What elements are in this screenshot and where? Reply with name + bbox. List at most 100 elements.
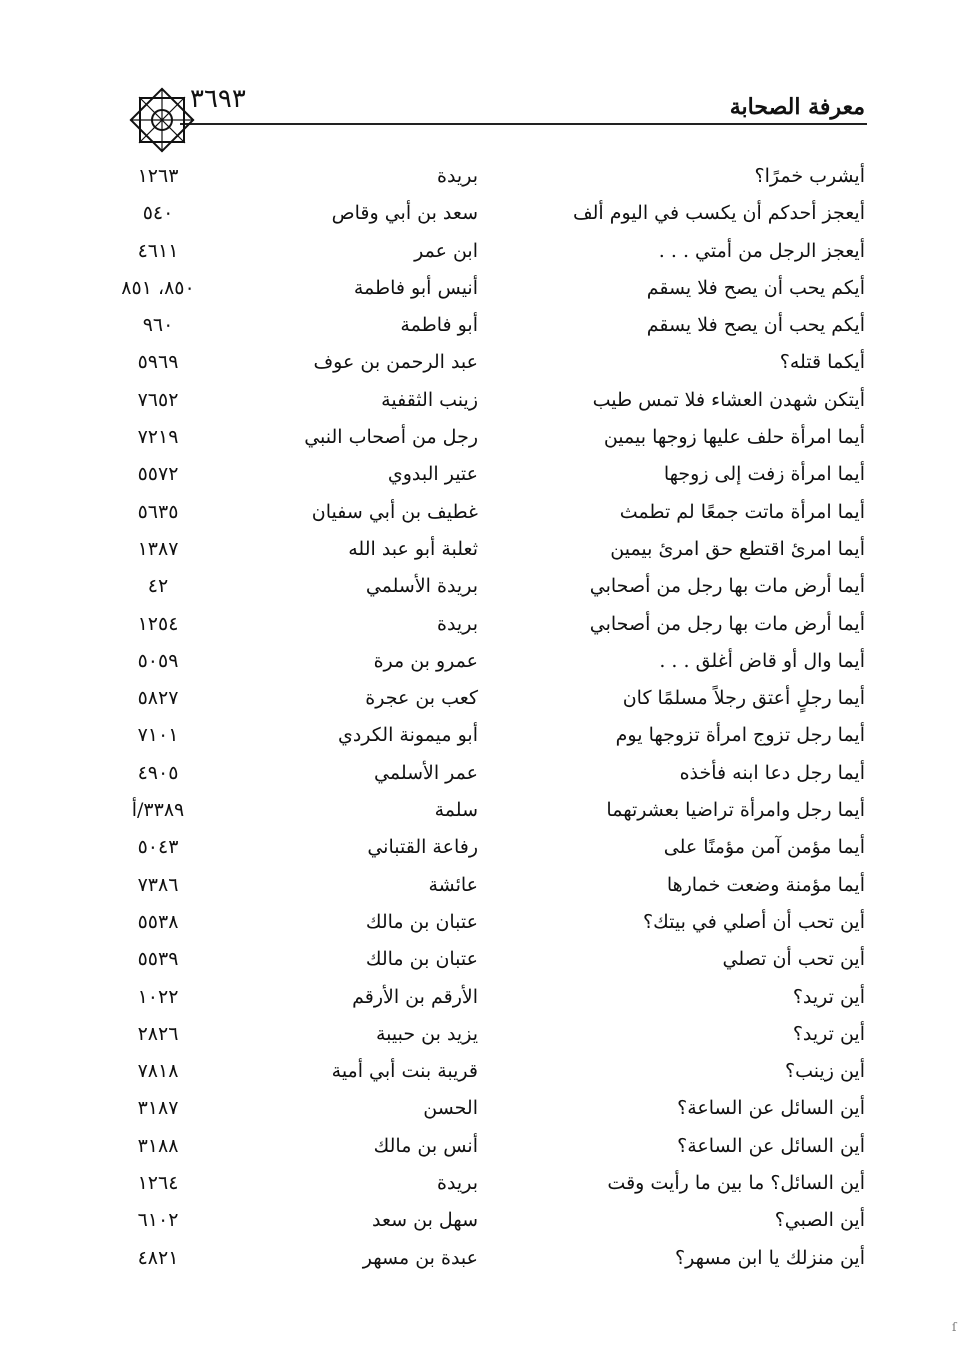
table-row: أين تريد؟ الأرقم بن الأرقم ١٠٢٢ <box>0 979 963 1016</box>
reference-number: ٢٨٢٦ <box>137 1022 179 1045</box>
table-row: أيشرب خمرًا؟ بريدة ١٢٦٣ <box>0 158 963 195</box>
table-row: أيما رجلٍ أعتق رجلاً مسلمًا كان كعب بن عج… <box>0 680 963 717</box>
table-row: أيكما قتله؟ عبد الرحمن بن عوف ٥٩٦٩ <box>0 344 963 381</box>
narrator-name: ثعلبة أبو عبد الله <box>348 537 478 560</box>
table-row: أيعجز الرجل من أمتي . . . ابن عمر ٤٦١١ <box>0 233 963 270</box>
table-row: أين تحب أن أصلي في بيتك؟ عتبان بن مالك ٥٥٣… <box>0 904 963 941</box>
index-table: أيشرب خمرًا؟ بريدة ١٢٦٣ أيعجز أحدكم أن يكسب… <box>0 158 963 1277</box>
narrator-name: سعد بن أبي وقاص <box>331 202 478 225</box>
narrator-name: الأرقم بن الأرقم <box>352 985 478 1008</box>
narrator-name: رجل من أصحاب النبي <box>304 426 478 449</box>
hadith-text: أيكم يحب أن يصح فلا يسقم <box>646 314 865 337</box>
table-row: أيما وال أو قاض أغلق . . . عمرو بن مرة ٥٠٥… <box>0 643 963 680</box>
hadith-text: أيما مؤمنة وضعت خمارها <box>666 873 865 896</box>
narrator-name: عبدة بن مسهر <box>362 1246 478 1269</box>
table-row: أين السائل عن الساعة؟ أنس بن مالك ٣١٨٨ <box>0 1128 963 1165</box>
hadith-text: أيعجز أحدكم أن يكسب في اليوم ألف <box>572 202 865 225</box>
table-row: أين زينب؟ قريبة بنت أبي أمية ٧٨١٨ <box>0 1053 963 1090</box>
narrator-name: بريدة الأسلمي <box>365 575 478 598</box>
hadith-text: أين زينب؟ <box>784 1060 865 1083</box>
islamic-star-ornament-icon <box>129 87 195 153</box>
reference-number: ١٢٦٣ <box>137 165 179 187</box>
reference-number: ٧١٠١ <box>137 724 179 747</box>
narrator-name: زينب الثقفية <box>381 388 478 411</box>
table-row: أيما امرأة حلف عليها زوجها بيمين رجل من أ… <box>0 419 963 456</box>
reference-number: ٥٩٦٩ <box>137 351 179 374</box>
narrator-name: بريدة <box>437 1172 478 1195</box>
reference-number: ١٠٢٢ <box>137 985 179 1008</box>
table-row: أين تريد؟ يزيد بن حبيبة ٢٨٢٦ <box>0 1016 963 1053</box>
reference-number: ١٣٨٧ <box>137 537 179 560</box>
table-row: أيما امرأة زفت إلى زوجها عتير البدوي ٥٥٧٢ <box>0 456 963 493</box>
narrator-name: ابن عمر <box>414 239 478 262</box>
narrator-name: سلمة <box>434 799 478 822</box>
narrator-name: عمر الأسلمي <box>374 761 478 784</box>
hadith-text: أيما امرئ اقتطع حق امرئ بيمين <box>610 537 865 560</box>
table-row: أيما أرض مات بها رجل من أصحابي بريدة ١٢٥٤ <box>0 606 963 643</box>
reference-number: ٣١٨٧ <box>137 1097 179 1120</box>
narrator-name: غطيف بن أبي سفيان <box>311 500 478 523</box>
header-rule <box>180 123 867 125</box>
reference-number: ٩٦٠ <box>142 314 174 337</box>
reference-number: ٥٥٣٨ <box>137 910 179 933</box>
narrator-name: رفاعة القتباني <box>367 836 478 859</box>
narrator-name: عبد الرحمن بن عوف <box>313 351 478 374</box>
reference-number: ٧٦٥٢ <box>137 388 179 411</box>
reference-number: ٥٤٠ <box>142 202 174 225</box>
narrator-name: سهل بن سعد <box>372 1209 478 1232</box>
narrator-name: أبو فاطمة <box>400 314 478 337</box>
reference-number: ٣٣٨٩/أ <box>131 799 185 822</box>
narrator-name: عتير البدوي <box>387 463 478 486</box>
table-row: أيما امرأة ماتت جمعًا لم تطمث غطيف بن أبي… <box>0 494 963 531</box>
hadith-text: أيعجز الرجل من أمتي . . . <box>658 239 865 262</box>
reference-number: ٥٠٤٣ <box>137 836 179 859</box>
hadith-text: أيتكن شهدن العشاء فلا تمس طيب <box>592 388 865 411</box>
narrator-name: عتبان بن مالك <box>365 910 478 933</box>
hadith-text: أين الصبي؟ <box>774 1209 865 1232</box>
page-number: ٣٦٩٣ <box>190 84 246 114</box>
hadith-text: أين منزلك يا ابن مسهر؟ <box>675 1246 865 1269</box>
narrator-name: بريدة <box>437 612 478 635</box>
hadith-text: أيما رجل دعا ابنه فأخذه <box>679 761 865 784</box>
table-row: أيتكن شهدن العشاء فلا تمس طيب زينب الثقفي… <box>0 382 963 419</box>
hadith-text: أين تريد؟ <box>792 985 865 1008</box>
reference-number: ٤٦١١ <box>137 239 179 262</box>
hadith-text: أيما امرأة زفت إلى زوجها <box>663 463 865 486</box>
hadith-text: أيما رجلٍ أعتق رجلاً مسلمًا كان <box>622 687 865 710</box>
reference-number: ٤٢ <box>147 575 169 598</box>
table-row: أين الصبي؟ سهل بن سعد ٦١٠٢ <box>0 1202 963 1239</box>
narrator-name: قريبة بنت أبي أمية <box>331 1060 478 1083</box>
narrator-name: كعب بن عجرة <box>365 687 478 710</box>
narrator-name: عمرو بن مرة <box>373 649 478 672</box>
reference-number: ٨٥٠، ٨٥١ <box>121 276 195 299</box>
narrator-name: أنس بن مالك <box>373 1134 478 1157</box>
scan-mark: ſ <box>952 1320 957 1334</box>
hadith-text: أين السائل عن الساعة؟ <box>677 1097 865 1120</box>
table-row: أين تحب أن تصلي عتبان بن مالك ٥٥٣٩ <box>0 941 963 978</box>
hadith-text: أيما أرض مات بها رجل من أصحابي <box>589 575 865 598</box>
reference-number: ٣١٨٨ <box>137 1134 179 1157</box>
reference-number: ٥٥٧٢ <box>137 463 179 486</box>
reference-number: ٧٣٨٦ <box>137 873 179 896</box>
reference-number: ٥٥٣٩ <box>137 948 179 971</box>
hadith-text: أيكما قتله؟ <box>779 351 865 374</box>
narrator-name: عتبان بن مالك <box>365 948 478 971</box>
narrator-name: أبو ميمونة الكردي <box>337 724 478 747</box>
table-row: أيما امرئ اقتطع حق امرئ بيمين ثعلبة أبو ع… <box>0 531 963 568</box>
hadith-text: أين تحب أن أصلي في بيتك؟ <box>643 910 865 933</box>
reference-number: ٧٢١٩ <box>137 426 179 449</box>
narrator-name: بريدة <box>437 165 478 187</box>
hadith-text: أيما وال أو قاض أغلق . . . <box>659 649 865 672</box>
narrator-name: الحسن <box>423 1097 478 1120</box>
narrator-name: عائشة <box>428 873 478 896</box>
hadith-text: أيما مؤمن آمن مؤمنًا على <box>663 836 865 859</box>
reference-number: ٥٦٣٥ <box>137 500 179 523</box>
hadith-text: أين السائل؟ ما بين ما رأيت وقت <box>607 1172 865 1195</box>
table-row: أيكم يحب أن يصح فلا يسقم أنيس أبو فاطمة ٨٥… <box>0 270 963 307</box>
reference-number: ٥٨٢٧ <box>137 687 179 710</box>
table-row: أيما مؤمن آمن مؤمنًا على رفاعة القتباني ٥٠… <box>0 829 963 866</box>
hadith-text: أين السائل عن الساعة؟ <box>677 1134 865 1157</box>
hadith-text: أيما امرأة حلف عليها زوجها بيمين <box>603 426 865 449</box>
hadith-text: أيما رجل وامرأة تراضيا بعشرتهما <box>606 799 865 822</box>
hadith-text: أين تريد؟ <box>792 1022 865 1045</box>
